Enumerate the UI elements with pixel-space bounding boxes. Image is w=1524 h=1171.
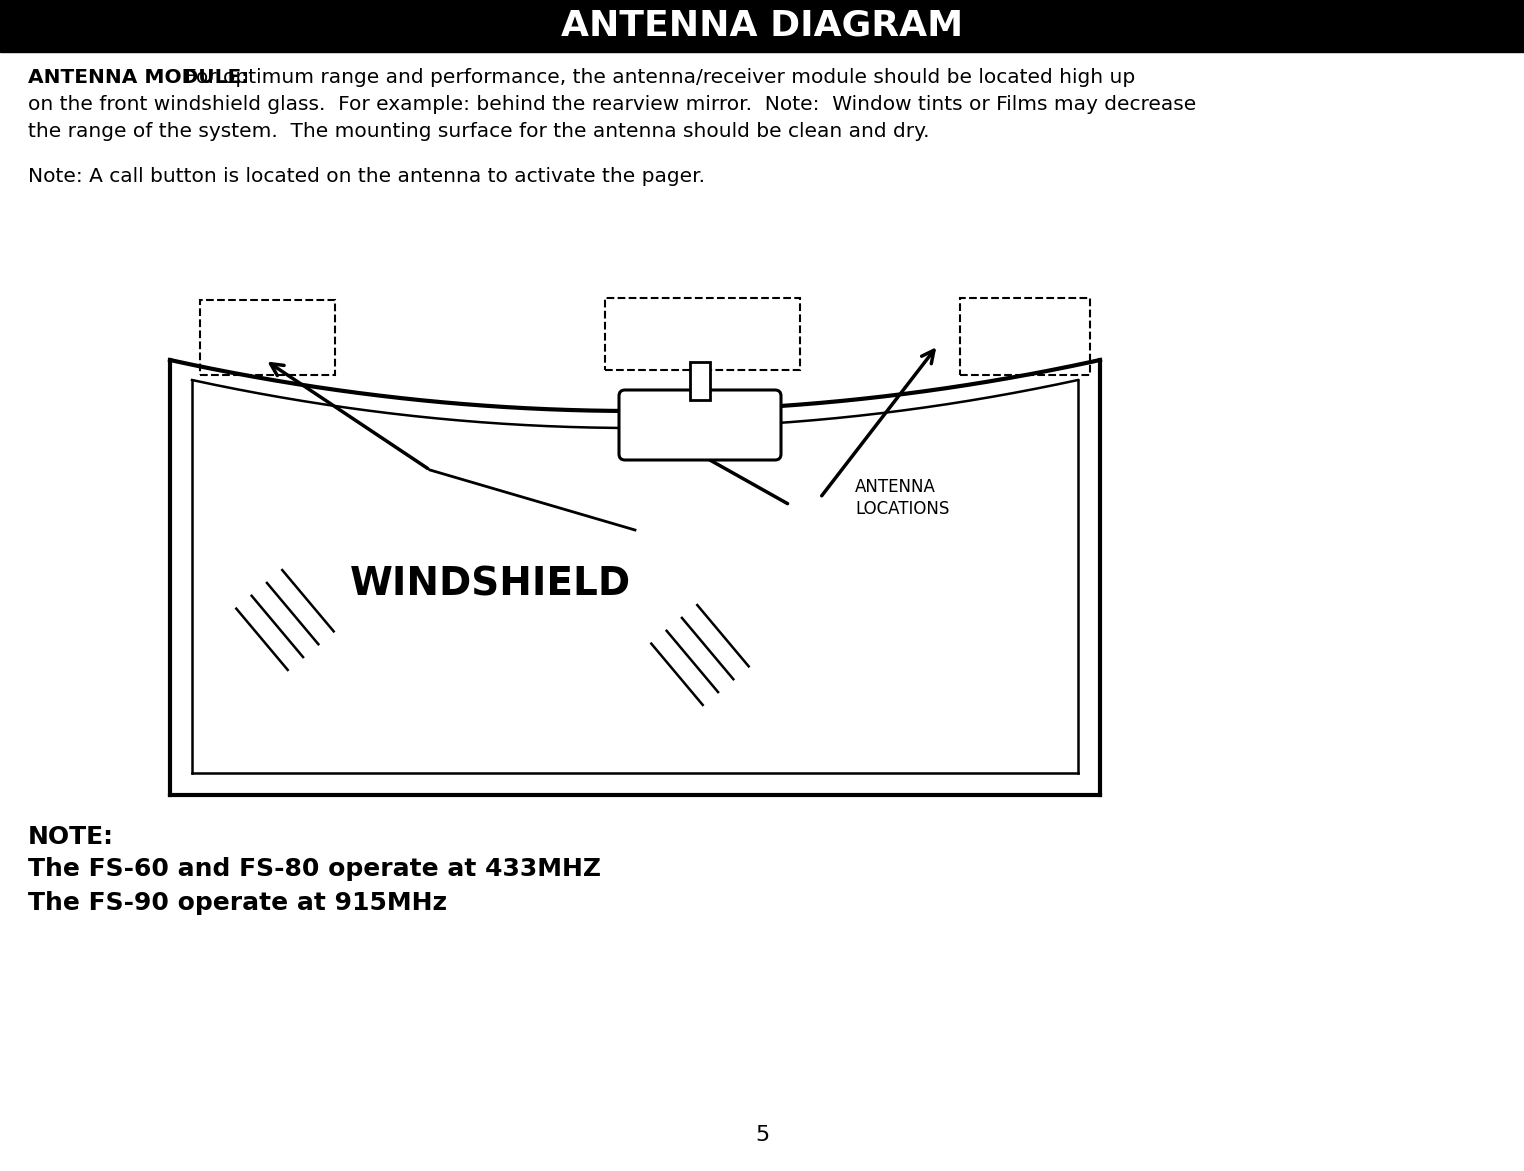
Text: 5: 5 <box>754 1125 770 1145</box>
Text: on the front windshield glass.  For example: behind the rearview mirror.  Note: : on the front windshield glass. For examp… <box>27 95 1196 114</box>
Bar <box>605 297 800 370</box>
FancyBboxPatch shape <box>619 390 780 460</box>
Text: ANTENNA MODULE:: ANTENNA MODULE: <box>27 68 250 87</box>
Bar <box>960 297 1090 375</box>
Text: the range of the system.  The mounting surface for the antenna should be clean a: the range of the system. The mounting su… <box>27 122 930 141</box>
Text: For optimum range and performance, the antenna/receiver module should be located: For optimum range and performance, the a… <box>184 68 1135 87</box>
Text: NOTE:: NOTE: <box>27 826 114 849</box>
Text: The FS-90 operate at 915MHz: The FS-90 operate at 915MHz <box>27 891 447 915</box>
Text: The FS-60 and FS-80 operate at 433MHZ: The FS-60 and FS-80 operate at 433MHZ <box>27 857 600 881</box>
Bar <box>690 362 710 400</box>
Text: ANTENNA: ANTENNA <box>855 478 936 497</box>
Bar <box>0 0 1524 52</box>
Bar <box>200 300 335 375</box>
Text: WINDSHIELD: WINDSHIELD <box>349 566 631 604</box>
Text: ANTENNA DIAGRAM: ANTENNA DIAGRAM <box>561 9 963 43</box>
Text: Note: A call button is located on the antenna to activate the pager.: Note: A call button is located on the an… <box>27 167 706 186</box>
Text: LOCATIONS: LOCATIONS <box>855 500 949 518</box>
